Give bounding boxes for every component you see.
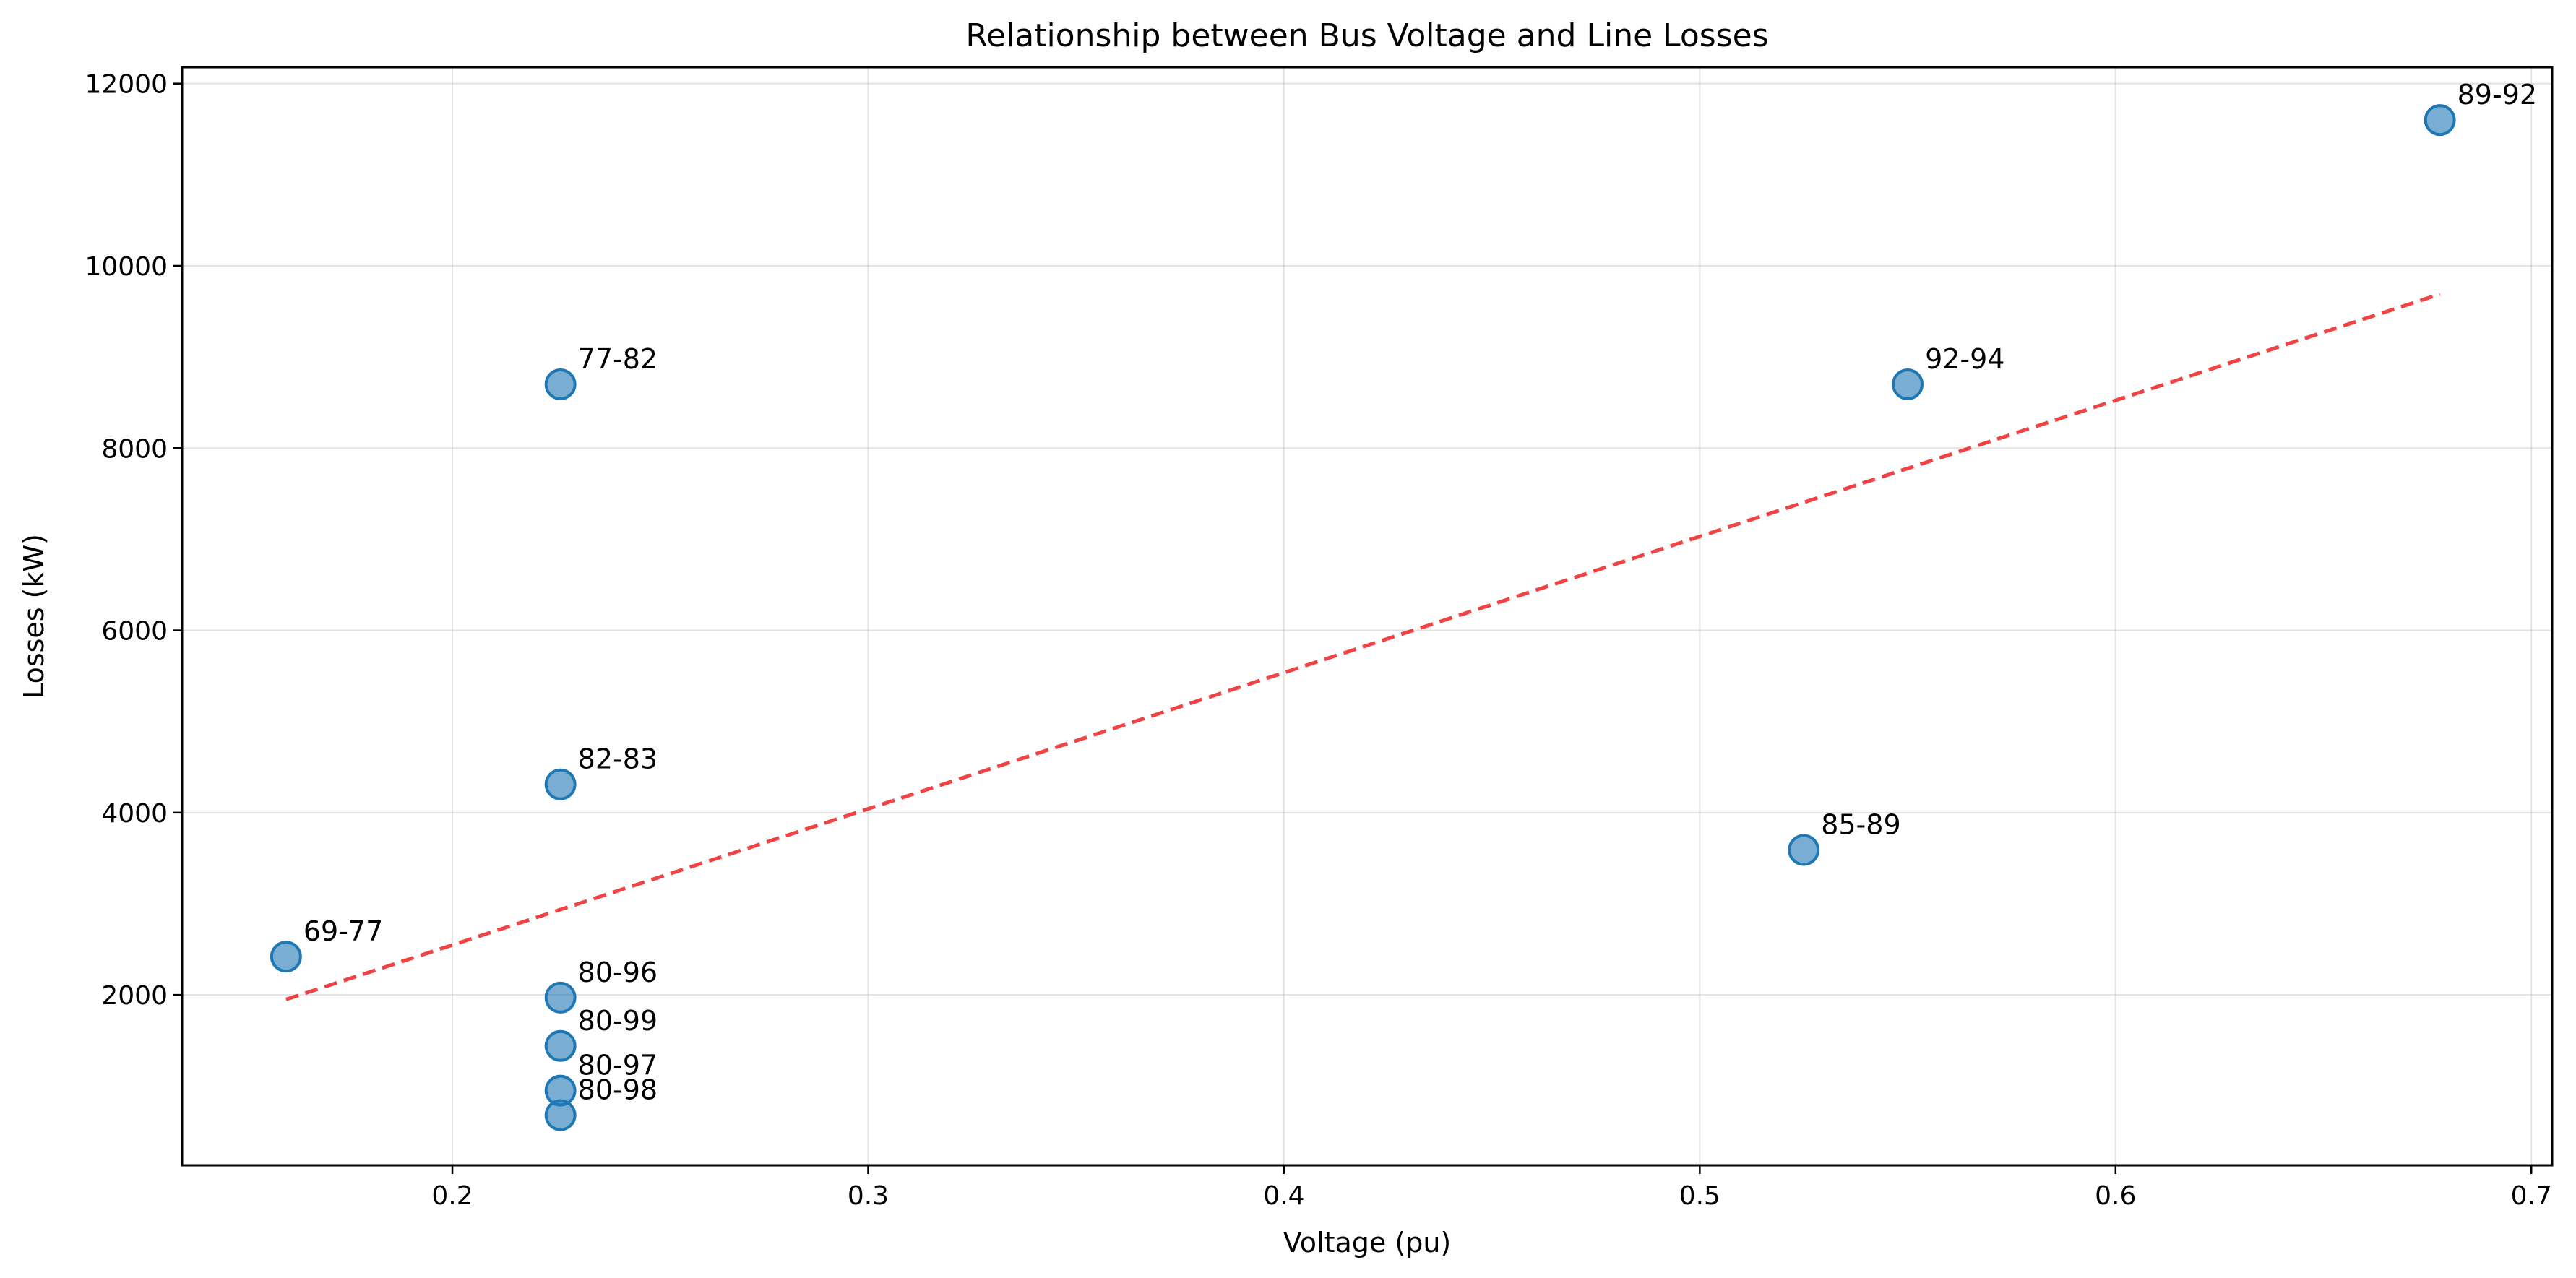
grid: [182, 67, 2552, 1165]
x-tick-label: 0.6: [2095, 1181, 2136, 1211]
x-tick-label: 0.7: [2511, 1181, 2552, 1211]
point-label: 80-96: [578, 957, 658, 988]
y-tick-label: 8000: [101, 434, 168, 464]
x-tick-label: 0.4: [1263, 1181, 1304, 1211]
data-point: [2424, 104, 2456, 137]
y-tick-label: 4000: [101, 799, 168, 829]
x-tick-label: 0.2: [431, 1181, 473, 1211]
point-label: 69-77: [303, 915, 383, 947]
x-axis-label: Voltage (pu): [1283, 1227, 1451, 1258]
data-point: [544, 981, 577, 1014]
x-tick-label: 0.5: [1679, 1181, 1720, 1211]
point-label: 80-98: [578, 1074, 658, 1106]
trend-line: [285, 292, 2441, 1001]
data-point: [544, 1099, 577, 1131]
data-point: [1892, 368, 1924, 400]
point-label: 82-83: [578, 743, 658, 775]
point-label: 77-82: [578, 343, 658, 375]
axis-ticks: 0.2 0.3 0.4 0.5 0.6 0.7 2000 4000 6000 8000 10000 1…: [85, 70, 2551, 1211]
y-axis-label: Losses (kW): [18, 534, 50, 699]
y-tick-label: 12000: [85, 70, 168, 100]
data-point: [1788, 834, 1820, 866]
point-label: 92-94: [1925, 343, 2004, 375]
x-tick-label: 0.3: [848, 1181, 889, 1211]
point-label: 80-99: [578, 1005, 658, 1037]
y-tick-label: 10000: [85, 252, 168, 282]
data-point: [544, 1029, 577, 1062]
point-label: 89-92: [2457, 79, 2537, 111]
y-tick-label: 2000: [101, 981, 168, 1011]
data-point: [270, 941, 302, 973]
point-label: 85-89: [1821, 809, 1900, 841]
y-tick-label: 6000: [101, 617, 168, 647]
data-point: [544, 768, 577, 800]
data-point: [544, 368, 577, 400]
chart-title: Relationship between Bus Voltage and Lin…: [965, 17, 1768, 54]
point-label: 80-97: [578, 1050, 658, 1081]
plot-frame: [181, 66, 2554, 1167]
